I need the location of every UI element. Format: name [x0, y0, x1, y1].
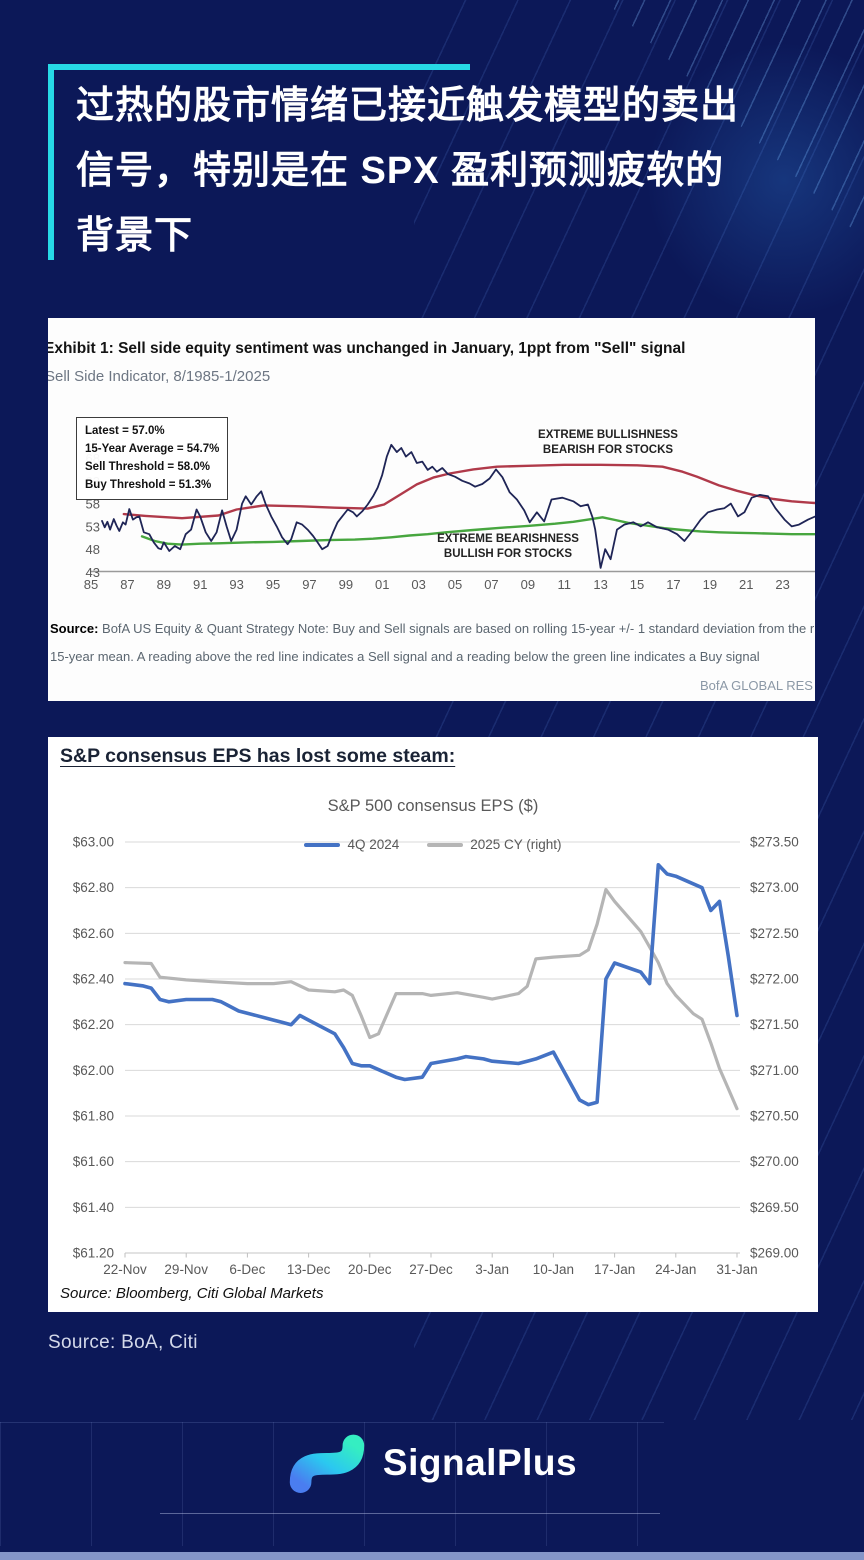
svg-text:$61.40: $61.40 — [73, 1200, 114, 1215]
page-title-line-1: 过热的股市情绪已接近触发模型的卖出 — [76, 85, 740, 127]
svg-text:$61.80: $61.80 — [73, 1109, 114, 1124]
exhibit-source-line-2: 15-year mean. A reading above the red li… — [50, 649, 760, 664]
svg-text:13-Dec: 13-Dec — [287, 1262, 331, 1277]
svg-text:24-Jan: 24-Jan — [655, 1262, 696, 1277]
legend-latest: Latest = 57.0% — [85, 425, 165, 437]
svg-text:89: 89 — [157, 577, 171, 592]
svg-text:93: 93 — [229, 577, 243, 592]
svg-text:$62.20: $62.20 — [73, 1017, 114, 1032]
svg-text:$269.50: $269.50 — [750, 1200, 799, 1215]
exhibit-subtitle: Sell Side Indicator, 8/1985-1/2025 — [48, 368, 271, 385]
svg-text:$272.50: $272.50 — [750, 926, 799, 941]
svg-text:53: 53 — [86, 519, 100, 534]
svg-text:17-Jan: 17-Jan — [594, 1262, 635, 1277]
eps-section-header: S&P consensus EPS has lost some steam: — [60, 745, 456, 767]
svg-text:17: 17 — [666, 577, 680, 592]
svg-text:10-Jan: 10-Jan — [533, 1262, 574, 1277]
brand-footer: SignalPlus — [0, 1422, 864, 1504]
bofa-global-research-label: BofA GLOBAL RES — [700, 678, 813, 693]
signalplus-logo-icon — [289, 1434, 365, 1493]
edge-glow — [634, 30, 864, 330]
svg-text:03: 03 — [411, 577, 425, 592]
svg-text:97: 97 — [302, 577, 316, 592]
legend-sell-threshold: Sell Threshold = 58.0% — [85, 461, 210, 473]
svg-text:$273.00: $273.00 — [750, 880, 799, 895]
svg-text:$62.80: $62.80 — [73, 880, 114, 895]
svg-text:3-Jan: 3-Jan — [475, 1262, 509, 1277]
eps-chart-title: S&P 500 consensus EPS ($) — [327, 797, 539, 815]
svg-text:$271.00: $271.00 — [750, 1063, 799, 1078]
svg-text:21: 21 — [739, 577, 753, 592]
svg-text:13: 13 — [593, 577, 607, 592]
svg-text:85: 85 — [84, 577, 98, 592]
svg-text:48: 48 — [86, 542, 100, 557]
svg-text:$61.60: $61.60 — [73, 1154, 114, 1169]
brand-name: SignalPlus — [382, 1442, 578, 1483]
svg-text:$63.00: $63.00 — [73, 835, 114, 850]
svg-text:$272.00: $272.00 — [750, 972, 799, 987]
svg-text:$62.00: $62.00 — [73, 1063, 114, 1078]
svg-text:31-Jan: 31-Jan — [716, 1262, 757, 1277]
svg-text:95: 95 — [266, 577, 280, 592]
svg-text:15: 15 — [630, 577, 644, 592]
svg-text:$270.00: $270.00 — [750, 1154, 799, 1169]
svg-text:$62.60: $62.60 — [73, 926, 114, 941]
svg-text:$61.20: $61.20 — [73, 1246, 114, 1261]
svg-text:01: 01 — [375, 577, 389, 592]
accent-bracket-top — [48, 64, 470, 70]
svg-text:05: 05 — [448, 577, 462, 592]
exhibit-source-line-1: Source: BofA US Equity & Quant Strategy … — [50, 621, 815, 636]
svg-text:$273.50: $273.50 — [750, 835, 799, 850]
svg-text:91: 91 — [193, 577, 207, 592]
legend-item-4q2024: 4Q 2024 — [304, 837, 399, 852]
svg-text:29-Nov: 29-Nov — [164, 1262, 208, 1277]
svg-text:19: 19 — [703, 577, 717, 592]
svg-text:09: 09 — [521, 577, 535, 592]
legend-average: 15-Year Average = 54.7% — [85, 443, 220, 455]
svg-text:$62.40: $62.40 — [73, 972, 114, 987]
legend-buy-threshold: Buy Threshold = 51.3% — [85, 479, 212, 491]
svg-text:$271.50: $271.50 — [750, 1017, 799, 1032]
gray-line-swatch — [427, 842, 464, 847]
sp500-consensus-eps-chart: $63.00 $273.50 $62.80 $273.00 $62.60 $272.50 $… — [73, 835, 799, 1278]
footer-source-note: Source: BoA, Citi — [48, 1332, 198, 1353]
svg-text:58: 58 — [86, 497, 100, 512]
footer-grid-pattern — [0, 1422, 664, 1546]
svg-text:11: 11 — [557, 577, 571, 592]
svg-text:27-Dec: 27-Dec — [409, 1262, 453, 1277]
svg-text:99: 99 — [339, 577, 353, 592]
svg-text:6-Dec: 6-Dec — [229, 1262, 265, 1277]
svg-text:23: 23 — [775, 577, 789, 592]
page-title-line-3: 背景下 — [76, 215, 194, 257]
exhibit-title: Exhibit 1: Sell side equity sentiment wa… — [48, 340, 686, 357]
svg-text:$269.00: $269.00 — [750, 1246, 799, 1261]
svg-text:$270.50: $270.50 — [750, 1109, 799, 1124]
exhibit-chart-card: 6863585348438587899193959799010305070911… — [48, 318, 815, 701]
eps-chart-card: $63.00 $273.50 $62.80 $273.00 $62.60 $272.50 $… — [48, 737, 818, 1312]
svg-text:07: 07 — [484, 577, 498, 592]
blue-line-swatch — [304, 842, 341, 847]
annotation-bearishness: EXTREME BEARISHNESS BULLISH FOR STOCKS — [437, 533, 579, 560]
svg-text:43: 43 — [86, 565, 100, 580]
page-title-line-2: 信号，特别是在 SPX 盈利预测疲软的 — [76, 150, 725, 192]
accent-bracket-left — [48, 64, 54, 260]
annotation-bullishness: EXTREME BULLISHNESS BEARISH FOR STOCKS — [538, 429, 678, 456]
svg-text:20-Dec: 20-Dec — [348, 1262, 392, 1277]
indicator-legend-box: Latest = 57.0% 15-Year Average = 54.7% S… — [76, 417, 229, 500]
eps-source-note: Source: Bloomberg, Citi Global Markets — [60, 1285, 324, 1302]
svg-text:87: 87 — [120, 577, 134, 592]
bottom-edge-strip — [0, 1552, 864, 1560]
legend-item-2025cy: 2025 CY (right) — [427, 837, 562, 852]
svg-text:22-Nov: 22-Nov — [103, 1262, 147, 1277]
eps-chart-legend: 4Q 2024 2025 CY (right) — [48, 837, 818, 852]
footer-grid-line — [160, 1513, 660, 1514]
page-title: 过热的股市情绪已接近触发模型的卖出 信号，特别是在 SPX 盈利预测疲软的 背景… — [76, 74, 844, 269]
